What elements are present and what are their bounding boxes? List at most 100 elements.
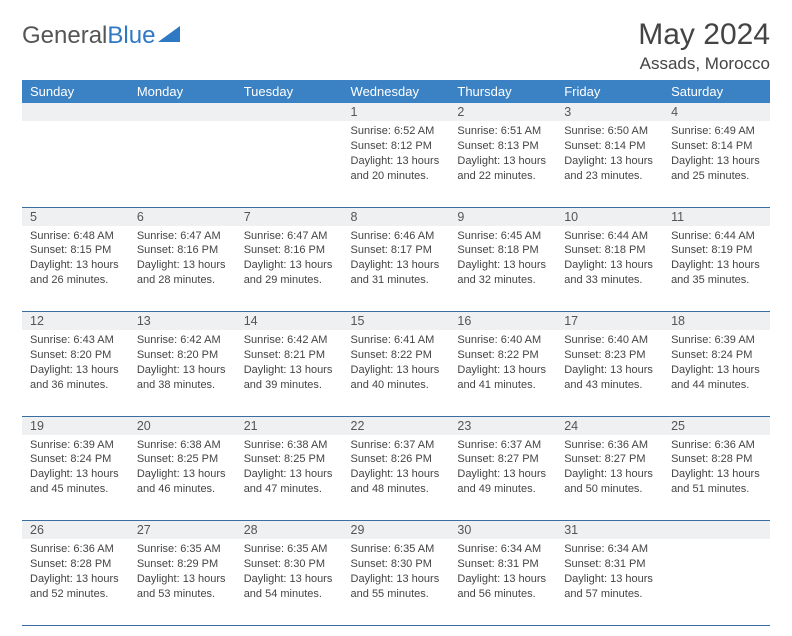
sunset-line: Sunset: 8:14 PM — [564, 139, 655, 154]
day-cell-body: Sunrise: 6:36 AMSunset: 8:27 PMDaylight:… — [556, 435, 663, 501]
day-number: 21 — [236, 416, 343, 435]
sunset-line: Sunset: 8:24 PM — [30, 452, 121, 467]
sunset-line: Sunset: 8:14 PM — [671, 139, 762, 154]
day-cell — [129, 121, 236, 207]
logo-text-2: Blue — [107, 22, 155, 50]
day-cell-body: Sunrise: 6:48 AMSunset: 8:15 PMDaylight:… — [22, 226, 129, 292]
daylight-line: Daylight: 13 hours and 56 minutes. — [457, 572, 548, 602]
sunset-line: Sunset: 8:20 PM — [30, 348, 121, 363]
sunrise-line: Sunrise: 6:39 AM — [671, 333, 762, 348]
sunrise-line: Sunrise: 6:36 AM — [671, 438, 762, 453]
sunrise-line: Sunrise: 6:36 AM — [30, 542, 121, 557]
day-cell-body: Sunrise: 6:50 AMSunset: 8:14 PMDaylight:… — [556, 121, 663, 187]
day-cell-body: Sunrise: 6:43 AMSunset: 8:20 PMDaylight:… — [22, 330, 129, 396]
day-number: 14 — [236, 312, 343, 331]
day-cell: Sunrise: 6:39 AMSunset: 8:24 PMDaylight:… — [663, 330, 770, 416]
sunset-line: Sunset: 8:28 PM — [671, 452, 762, 467]
day-cell: Sunrise: 6:34 AMSunset: 8:31 PMDaylight:… — [449, 539, 556, 625]
day-cell-body: Sunrise: 6:42 AMSunset: 8:20 PMDaylight:… — [129, 330, 236, 396]
sunrise-line: Sunrise: 6:47 AM — [137, 229, 228, 244]
sunrise-line: Sunrise: 6:35 AM — [137, 542, 228, 557]
day-cell-body: Sunrise: 6:35 AMSunset: 8:29 PMDaylight:… — [129, 539, 236, 605]
day-cell: Sunrise: 6:35 AMSunset: 8:30 PMDaylight:… — [343, 539, 450, 625]
sunrise-line: Sunrise: 6:44 AM — [671, 229, 762, 244]
day-cell-body: Sunrise: 6:37 AMSunset: 8:27 PMDaylight:… — [449, 435, 556, 501]
daylight-line: Daylight: 13 hours and 22 minutes. — [457, 154, 548, 184]
sunrise-line: Sunrise: 6:45 AM — [457, 229, 548, 244]
sunset-line: Sunset: 8:27 PM — [457, 452, 548, 467]
daylight-line: Daylight: 13 hours and 43 minutes. — [564, 363, 655, 393]
sunrise-line: Sunrise: 6:38 AM — [137, 438, 228, 453]
daylight-line: Daylight: 13 hours and 20 minutes. — [351, 154, 442, 184]
day-cell-body: Sunrise: 6:42 AMSunset: 8:21 PMDaylight:… — [236, 330, 343, 396]
day-cell: Sunrise: 6:49 AMSunset: 8:14 PMDaylight:… — [663, 121, 770, 207]
day-cell: Sunrise: 6:35 AMSunset: 8:30 PMDaylight:… — [236, 539, 343, 625]
sunset-line: Sunset: 8:20 PM — [137, 348, 228, 363]
day-cell: Sunrise: 6:43 AMSunset: 8:20 PMDaylight:… — [22, 330, 129, 416]
day-header: Wednesday — [343, 80, 450, 103]
daylight-line: Daylight: 13 hours and 36 minutes. — [30, 363, 121, 393]
week-row: Sunrise: 6:39 AMSunset: 8:24 PM Daylight:… — [22, 435, 770, 521]
sunset-line: Sunset: 8:13 PM — [457, 139, 548, 154]
day-cell — [22, 121, 129, 207]
daylight-line: Daylight: 13 hours and 51 minutes. — [671, 467, 762, 497]
daylight-line: Daylight: 13 hours and 28 minutes. — [137, 258, 228, 288]
day-cell-body: Sunrise: 6:36 AMSunset: 8:28 PMDaylight:… — [22, 539, 129, 605]
day-cell-body: Sunrise: 6:35 AMSunset: 8:30 PMDaylight:… — [343, 539, 450, 605]
day-cell: Sunrise: 6:36 AMSunset: 8:27 PMDaylight:… — [556, 435, 663, 521]
day-cell: Sunrise: 6:41 AMSunset: 8:22 PMDaylight:… — [343, 330, 450, 416]
week-row: Sunrise: 6:52 AMSunset: 8:12 PMDaylight:… — [22, 121, 770, 207]
daylight-line: Daylight: 13 hours and 26 minutes. — [30, 258, 121, 288]
day-cell: Sunrise: 6:45 AMSunset: 8:18 PMDaylight:… — [449, 226, 556, 312]
day-cell: Sunrise: 6:35 AMSunset: 8:29 PMDaylight:… — [129, 539, 236, 625]
day-number: 9 — [449, 207, 556, 226]
day-header: Saturday — [663, 80, 770, 103]
day-cell: Sunrise: 6:38 AMSunset: 8:25 PMDaylight:… — [236, 435, 343, 521]
daynum-row: 567891011 — [22, 207, 770, 226]
day-cell-body: Sunrise: 6:41 AMSunset: 8:22 PMDaylight:… — [343, 330, 450, 396]
sunset-line: Sunset: 8:21 PM — [244, 348, 335, 363]
sunrise-line: Sunrise: 6:35 AM — [351, 542, 442, 557]
sunset-line: Sunset: 8:23 PM — [564, 348, 655, 363]
sunset-line: Sunset: 8:16 PM — [137, 243, 228, 258]
sunset-line: Sunset: 8:24 PM — [671, 348, 762, 363]
day-cell-body: Sunrise: 6:51 AMSunset: 8:13 PMDaylight:… — [449, 121, 556, 187]
sunrise-line: Sunrise: 6:50 AM — [564, 124, 655, 139]
day-cell: Sunrise: 6:42 AMSunset: 8:20 PMDaylight:… — [129, 330, 236, 416]
sunrise-line: Sunrise: 6:39 AM — [30, 438, 121, 453]
sunset-line: Sunset: 8:31 PM — [457, 557, 548, 572]
day-cell — [663, 539, 770, 625]
daylight-line: Daylight: 13 hours and 55 minutes. — [351, 572, 442, 602]
sunset-line: Sunset: 8:27 PM — [564, 452, 655, 467]
daylight-line: Daylight: 13 hours and 32 minutes. — [457, 258, 548, 288]
day-number: 25 — [663, 416, 770, 435]
day-number: 18 — [663, 312, 770, 331]
day-cell-body: Sunrise: 6:35 AMSunset: 8:30 PMDaylight:… — [236, 539, 343, 605]
day-number: 28 — [236, 521, 343, 540]
day-cell-body: Sunrise: 6:40 AMSunset: 8:22 PMDaylight:… — [449, 330, 556, 396]
sunset-line: Sunset: 8:15 PM — [30, 243, 121, 258]
daylight-line: Daylight: 13 hours and 41 minutes. — [457, 363, 548, 393]
daynum-row: 1234 — [22, 103, 770, 121]
day-number: 10 — [556, 207, 663, 226]
daylight-line: Daylight: 13 hours and 25 minutes. — [671, 154, 762, 184]
day-cell-body: Sunrise: 6:38 AMSunset: 8:25 PMDaylight:… — [236, 435, 343, 501]
day-cell-body: Sunrise: 6:44 AMSunset: 8:19 PMDaylight:… — [663, 226, 770, 292]
day-cell: Sunrise: 6:51 AMSunset: 8:13 PMDaylight:… — [449, 121, 556, 207]
daylight-line: Daylight: 13 hours and 52 minutes. — [30, 572, 121, 602]
sunrise-line: Sunrise: 6:48 AM — [30, 229, 121, 244]
title-block: May 2024 Assads, Morocco — [638, 18, 770, 74]
page-title: May 2024 — [638, 18, 770, 52]
day-header: Friday — [556, 80, 663, 103]
day-number: 3 — [556, 103, 663, 121]
sunset-line: Sunset: 8:17 PM — [351, 243, 442, 258]
day-number: 26 — [22, 521, 129, 540]
day-number: 2 — [449, 103, 556, 121]
day-header-row: SundayMondayTuesdayWednesdayThursdayFrid… — [22, 80, 770, 103]
daylight-line: Daylight: 13 hours and 57 minutes. — [564, 572, 655, 602]
sunrise-line: Sunrise: 6:41 AM — [351, 333, 442, 348]
day-cell-body: Sunrise: 6:37 AMSunset: 8:26 PMDaylight:… — [343, 435, 450, 501]
day-header: Sunday — [22, 80, 129, 103]
day-cell-body: Sunrise: 6:49 AMSunset: 8:14 PMDaylight:… — [663, 121, 770, 187]
day-number: 12 — [22, 312, 129, 331]
